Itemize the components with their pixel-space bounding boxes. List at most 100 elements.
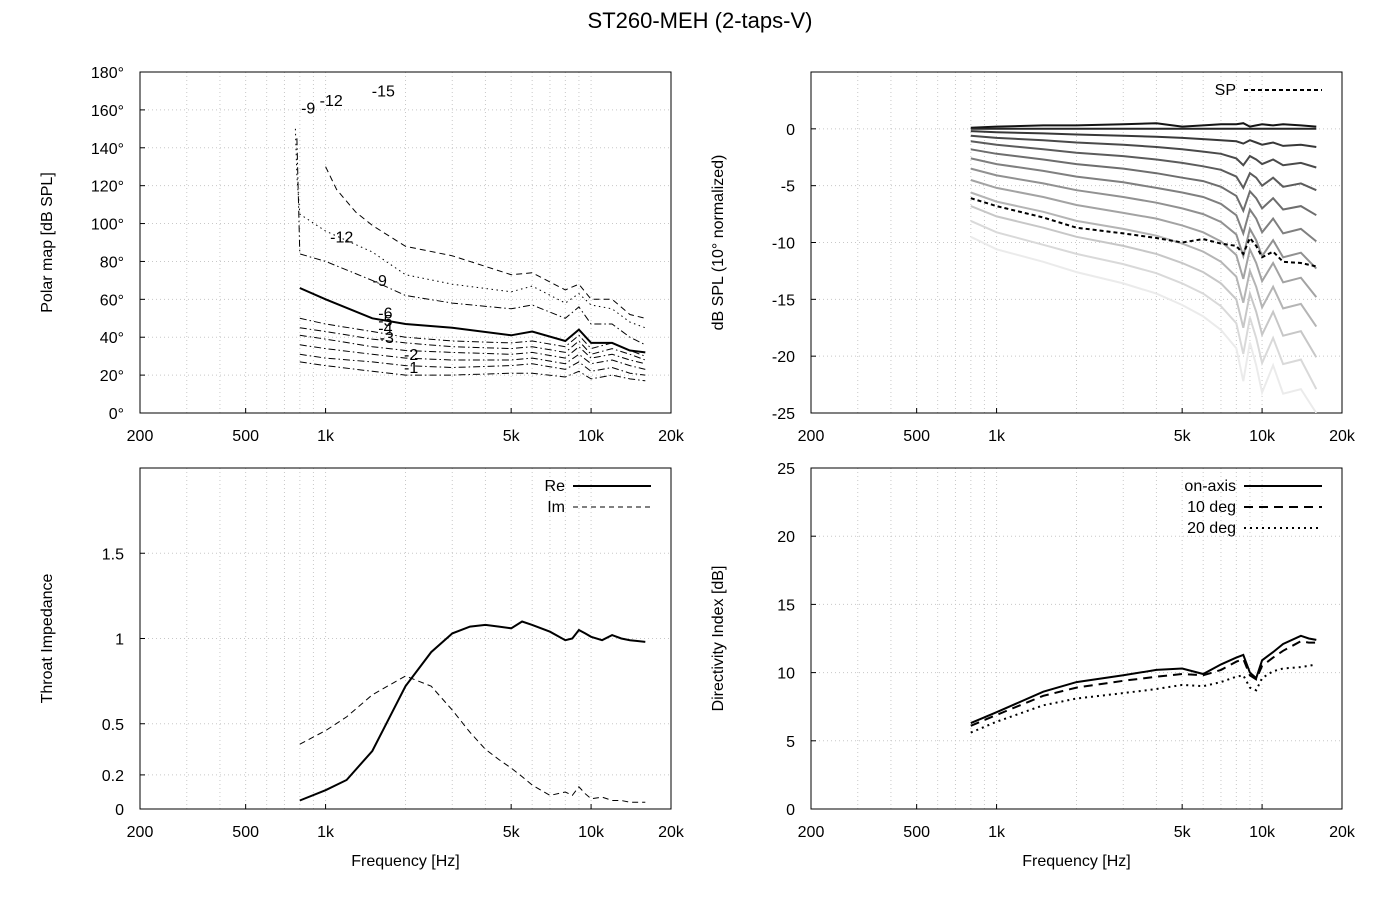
spl-curve <box>970 235 1318 413</box>
plot-area <box>299 620 646 803</box>
impedance-curve <box>299 620 646 802</box>
contour-label: -3 <box>380 330 394 347</box>
x-tick-label: 10k <box>1249 824 1276 841</box>
y-axis-label: Directivity Index [dB] <box>710 566 727 712</box>
figure-title: ST260-MEH (2-taps-V) <box>588 8 813 33</box>
y-tick-label: 20 <box>777 529 795 546</box>
spl-curve <box>970 134 1317 169</box>
x-tick-label: 10k <box>578 824 605 841</box>
contour-line <box>296 138 646 346</box>
grid <box>140 468 671 809</box>
y-tick-label: 160° <box>91 103 124 120</box>
y-tick-label: 180° <box>91 65 124 82</box>
contour-label: -4 <box>378 320 392 337</box>
plot-frame <box>810 467 1343 810</box>
y-axis-label: Throat Impedance <box>39 573 56 703</box>
spl-curve <box>970 148 1317 217</box>
contour-label: -12 <box>320 93 343 110</box>
contour-label: -5 <box>378 313 392 330</box>
spl-curve <box>970 205 1318 358</box>
x-tick-label: 20k <box>1329 824 1356 841</box>
legend-label: 20 deg <box>1187 520 1236 537</box>
impedance-curve <box>299 675 646 803</box>
spl-curve <box>970 179 1318 298</box>
legend-label: Im <box>547 499 565 516</box>
x-axis-label: Frequency [Hz] <box>1022 853 1130 870</box>
legend-label: SP <box>1215 82 1236 99</box>
y-tick-label: 0 <box>786 802 795 819</box>
x-tick-label: 500 <box>232 824 259 841</box>
x-tick-label: 5k <box>503 824 521 841</box>
spl-curve <box>970 122 1317 129</box>
contour-line <box>299 334 646 365</box>
contour-label: -9 <box>373 273 387 290</box>
y-tick-label: 1.5 <box>102 546 124 563</box>
polar-map-panel: 200 500 1k 5k 10k 20k 0° 20° 40° 60° 80° 100° 120° 14… <box>39 65 685 445</box>
y-tick-label: 0.2 <box>102 768 124 785</box>
x-tick-label: 1k <box>317 428 335 445</box>
y-tick-label: 1 <box>115 632 124 649</box>
x-tick-label: 500 <box>903 824 930 841</box>
legend-label: on-axis <box>1184 478 1236 495</box>
contour-line <box>299 353 646 376</box>
spl-curve <box>970 219 1318 390</box>
x-tick-label: 1k <box>317 824 335 841</box>
x-tick-label: 500 <box>903 428 930 445</box>
y-tick-label: 5 <box>786 734 795 751</box>
plot-frame <box>139 71 672 414</box>
legend-label: Re <box>545 478 566 495</box>
x-tick-label: 5k <box>1174 428 1192 445</box>
contour-label: -6 <box>378 305 392 322</box>
y-tick-label: 20° <box>100 368 124 385</box>
spl-curve <box>970 140 1317 192</box>
y-tick-label: 15 <box>777 597 795 614</box>
y-tick-label: 140° <box>91 141 124 158</box>
x-tick-label: 20k <box>658 824 685 841</box>
contour-line <box>299 287 646 354</box>
y-tick-label: 80° <box>100 254 124 271</box>
directivity-curve <box>970 663 1317 734</box>
y-tick-label: 10 <box>777 666 795 683</box>
y-tick-label: -15 <box>772 292 795 309</box>
legend-label: 10 deg <box>1187 499 1236 516</box>
spl-curve <box>970 197 1317 268</box>
y-axis-label: Polar map [dB SPL] <box>39 172 56 313</box>
y-tick-label: 25 <box>777 461 795 478</box>
directivity-curve <box>970 640 1317 727</box>
x-tick-label: 200 <box>127 428 154 445</box>
normalized-spl-panel: 200 500 1k 5k 10k 20k 0 -5 -10 -15 -20 -25 dB SPL (1… <box>710 71 1356 445</box>
y-tick-label: -5 <box>781 179 795 196</box>
x-tick-label: 200 <box>798 824 825 841</box>
x-tick-label: 200 <box>798 428 825 445</box>
x-tick-label: 5k <box>1174 824 1192 841</box>
x-axis-label: Frequency [Hz] <box>351 853 459 870</box>
contour-label: -12 <box>330 230 353 247</box>
x-tick-label: 1k <box>988 824 1006 841</box>
y-tick-label: 0.5 <box>102 717 124 734</box>
x-tick-label: 20k <box>658 428 685 445</box>
spl-curve <box>970 167 1318 270</box>
contour-label: -9 <box>301 101 315 118</box>
x-tick-label: 10k <box>1249 428 1276 445</box>
y-tick-label: 40° <box>100 330 124 347</box>
y-tick-label: 100° <box>91 217 124 234</box>
y-tick-label: -10 <box>772 236 795 253</box>
x-tick-label: 10k <box>578 428 605 445</box>
spl-curve <box>970 130 1317 148</box>
y-tick-label: 0 <box>115 802 124 819</box>
y-tick-label: 0 <box>786 122 795 139</box>
grid <box>140 72 671 413</box>
contour-label: -1 <box>404 360 418 377</box>
contour-line <box>299 327 646 361</box>
x-tick-label: 20k <box>1329 428 1356 445</box>
contour-line <box>299 344 646 370</box>
contour-line <box>299 361 646 382</box>
x-tick-label: 500 <box>232 428 259 445</box>
y-axis-label: dB SPL (10° normalized) <box>710 155 727 331</box>
contour-line <box>294 128 646 329</box>
y-tick-label: 60° <box>100 292 124 309</box>
contour-label: -15 <box>372 84 395 101</box>
directivity-curve <box>970 634 1317 725</box>
contour-label: -2 <box>404 347 418 364</box>
